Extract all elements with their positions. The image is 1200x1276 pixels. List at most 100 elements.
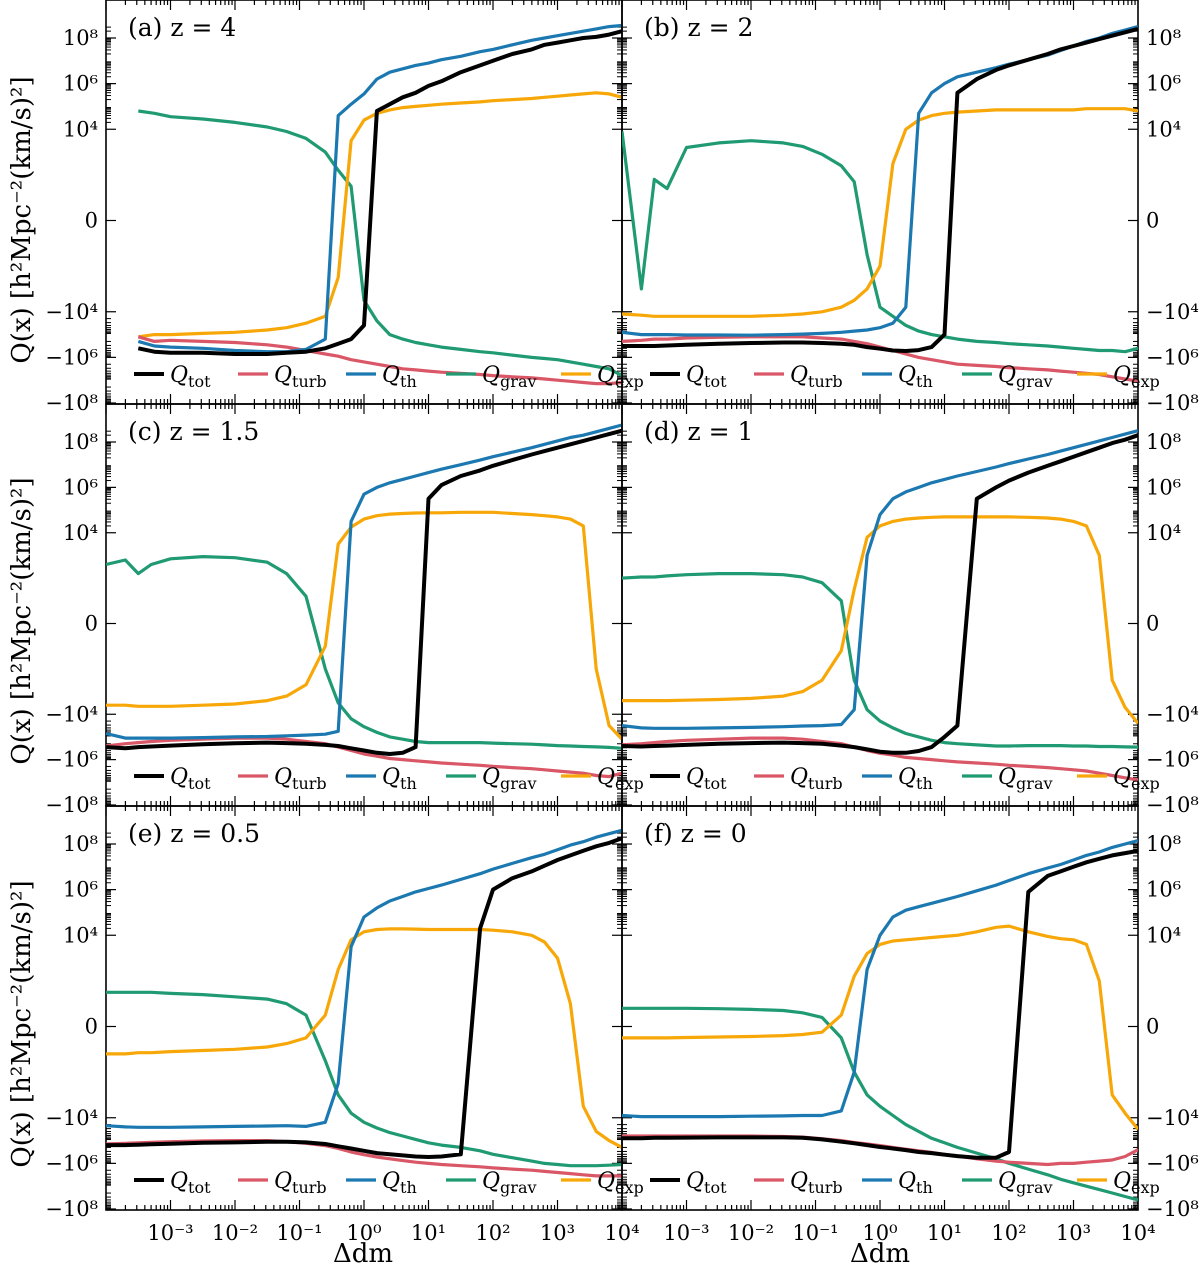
x-tick-label: 10²: [991, 1221, 1026, 1245]
series-qgrav: [106, 990, 622, 1168]
legend: Qtot Qturb Qth Qgrav Qexp: [650, 1169, 1160, 1197]
series-qtot: [622, 26, 1138, 353]
legend-label-sub: turb: [292, 372, 327, 391]
series-qturb: [622, 736, 1138, 782]
y-tick-label: 10⁸: [63, 832, 98, 856]
y-tick-label: 10⁶: [63, 878, 98, 902]
legend-label-qtot: Qtot: [686, 765, 727, 793]
legend-label-sub: tot: [188, 774, 211, 793]
y-tick-label: 0: [85, 209, 98, 233]
legend-label-sub: turb: [808, 1178, 843, 1197]
legend-label-qth: Qth: [898, 1169, 933, 1197]
series-qtot: [622, 433, 1138, 755]
legend-label-qtot: Qtot: [170, 363, 211, 391]
panel-title: (a) z = 4: [128, 13, 236, 42]
x-tick-label: 10²: [475, 1221, 510, 1245]
y-tick-label: −10⁸: [45, 391, 98, 415]
series-qexp: [622, 107, 1138, 318]
x-tick-label: 10¹: [927, 1221, 962, 1245]
y-tick-label-right: 10⁶: [1146, 878, 1181, 902]
legend: Qtot Qturb Qth Qgrav Qexp: [134, 765, 644, 793]
y-tick-label: −10⁸: [45, 1197, 98, 1221]
ylabel-bottom: Q(x) [h²Mpc⁻²(km/s)²]: [7, 880, 37, 1167]
x-tick-label: 10⁰: [862, 1221, 897, 1245]
legend-label-qexp: Qexp: [597, 1169, 644, 1197]
panel-f: 10⁸ 10⁶ 10⁴ 0 −10⁴ −10⁶ −10⁸ 10⁻³ 10⁻² 10⁻¹ 10⁰ 10¹…: [621, 805, 1199, 1245]
legend-label-sub: th: [916, 774, 933, 793]
series-qexp: [622, 924, 1138, 1131]
x-tick-label: 10⁻²: [212, 1221, 258, 1245]
legend-label-sub: grav: [1016, 372, 1052, 391]
series-group: [622, 429, 1138, 782]
legend-label-qgrav: Qgrav: [482, 363, 537, 391]
y-tick-label: 10⁶: [63, 475, 98, 499]
series-qth: [622, 429, 1138, 730]
series-qth: [622, 839, 1138, 1119]
series-qtot: [106, 428, 622, 756]
legend-label-sub: th: [400, 1178, 417, 1197]
legend-label-qexp: Qexp: [597, 363, 644, 391]
y-tick-label-right: 10⁴: [1146, 117, 1181, 141]
y-tick-label: −10⁶: [45, 345, 98, 369]
panel-title: (e) z = 0.5: [128, 819, 260, 848]
legend-label-qtot: Qtot: [686, 363, 727, 391]
y-tick-label-right: 10⁴: [1146, 923, 1181, 947]
legend-label-sub: exp: [1131, 1178, 1160, 1197]
x-tick-label: 10⁻¹: [792, 1221, 838, 1245]
series-qtot: [137, 29, 622, 356]
series-qturb: [622, 1134, 1138, 1167]
panel-title: (d) z = 1: [644, 417, 753, 446]
y-tick-label: 10⁸: [63, 26, 98, 50]
series-qgrav: [622, 1006, 1138, 1202]
panel-title: (b) z = 2: [644, 13, 753, 42]
y-tick-label-right: −10⁶: [1146, 1151, 1199, 1175]
legend-label-sub: exp: [615, 372, 644, 391]
series-qtot: [106, 836, 622, 1159]
panel-title: (f) z = 0: [644, 819, 747, 848]
legend-label-sub: tot: [188, 372, 211, 391]
legend: Qtot Qturb Qth Qgrav Qexp: [650, 363, 1160, 391]
legend-label-qth: Qth: [382, 765, 417, 793]
legend-label-sub: turb: [292, 774, 327, 793]
legend-label-qturb: Qturb: [274, 1169, 327, 1197]
legend-label-qth: Qth: [898, 765, 933, 793]
x-tick-label: 10⁰: [346, 1221, 381, 1245]
y-tick-label: −10⁴: [45, 1106, 98, 1130]
x-tick-label: 10³: [1056, 1221, 1091, 1245]
legend: Qtot Qturb Qth Qgrav Qexp: [650, 765, 1160, 793]
y-tick-label-right: −10⁶: [1146, 345, 1199, 369]
legend: Qtot Qturb Qth Qgrav Qexp: [134, 363, 644, 391]
series-qexp: [138, 91, 622, 339]
x-tick-label: 10⁻³: [147, 1221, 193, 1245]
ylabel-top: Q(x) [h²Mpc⁻²(km/s)²]: [7, 76, 37, 363]
panel-e: 10⁸ 10⁶ 10⁴ 0 −10⁴ −10⁶ −10⁸ 10⁻³ 10⁻² 10⁻¹ 10⁰ 10¹…: [45, 805, 644, 1245]
y-tick-label-right: −10⁴: [1146, 702, 1199, 726]
legend-label-sub: th: [400, 372, 417, 391]
legend-label-sub: grav: [1016, 1178, 1052, 1197]
legend-label-qturb: Qturb: [274, 363, 327, 391]
y-tick-label-right: 10⁸: [1146, 430, 1181, 454]
legend-label-sub: exp: [615, 1178, 644, 1197]
legend-label-sub: exp: [615, 774, 644, 793]
y-tick-label-right: 10⁶: [1146, 72, 1181, 96]
legend-label-qtot: Qtot: [170, 1169, 211, 1197]
series-qth: [622, 25, 1138, 337]
legend-label-sub: exp: [1131, 372, 1160, 391]
xlabel-left: Δdm: [333, 1239, 393, 1269]
series-qturb: [137, 335, 622, 386]
legend: Qtot Qturb Qth Qgrav Qexp: [134, 1169, 644, 1197]
y-tick-label: 10⁴: [63, 117, 98, 141]
y-tick-label-right: −10⁸: [1146, 793, 1199, 817]
legend-label-sub: tot: [704, 372, 727, 391]
y-tick-label: −10⁶: [45, 1151, 98, 1175]
y-tick-label: −10⁸: [45, 793, 98, 817]
legend-label-sub: tot: [704, 1178, 727, 1197]
y-tick-label: 0: [85, 612, 98, 636]
legend-label-qexp: Qexp: [597, 765, 644, 793]
legend-label-qgrav: Qgrav: [998, 765, 1053, 793]
x-tick-label: 10³: [540, 1221, 575, 1245]
